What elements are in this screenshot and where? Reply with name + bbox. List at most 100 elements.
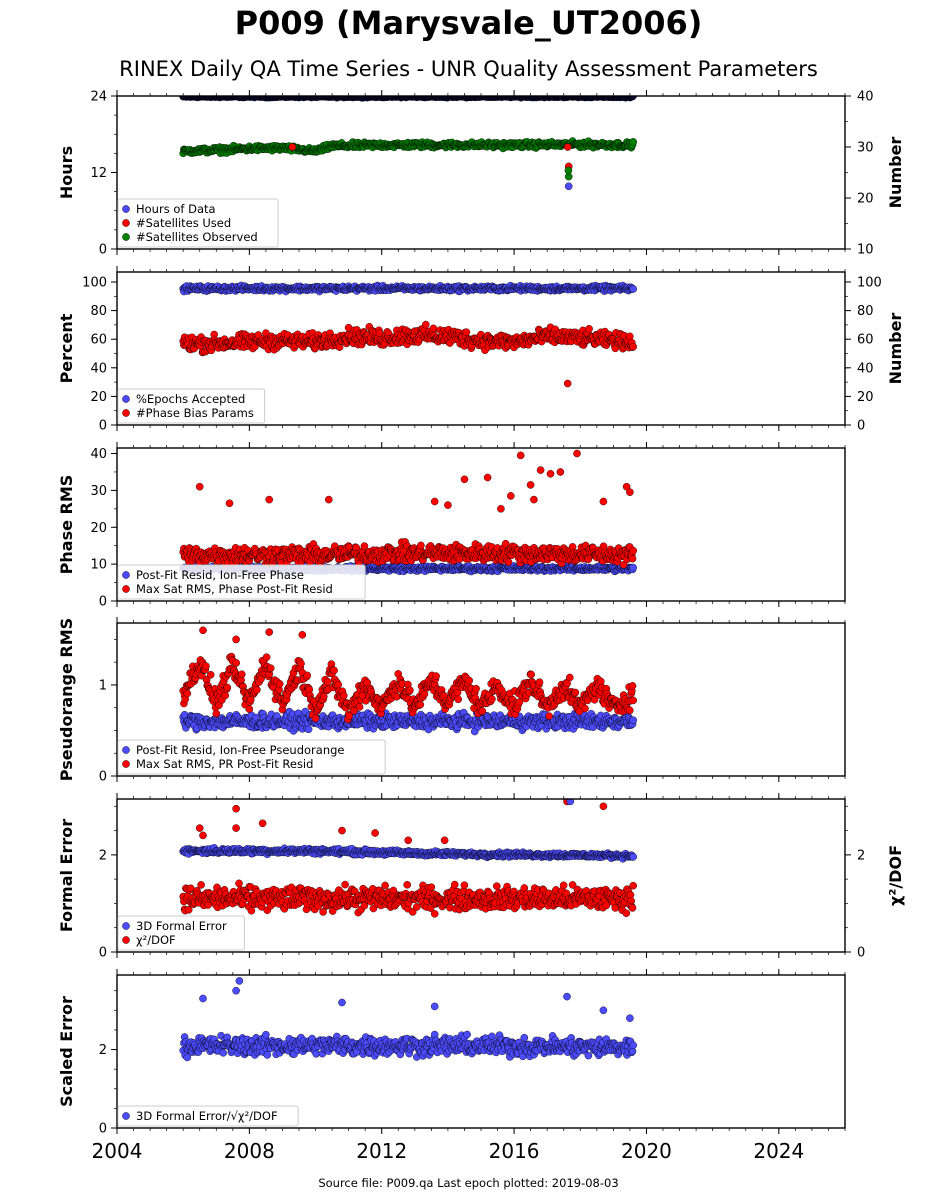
data-point [629, 96, 637, 100]
y-tick-label: 30 [90, 484, 107, 499]
data-point [304, 725, 313, 734]
panel-phase: 0 10 20 30 40 Phase RMS Post-Fit Resid, Ion-Fr… [57, 442, 846, 610]
y2-axis-label: Number [886, 137, 905, 209]
data-point [497, 504, 505, 513]
data-point [530, 495, 538, 504]
data-point [629, 138, 638, 146]
legend-label: Post-Fit Resid, Ion-Free Phase [136, 568, 304, 582]
data-point [225, 499, 234, 508]
y-tick-label: 60 [90, 333, 107, 348]
series-hours-4 [564, 182, 573, 191]
legend-percent: %Epochs Accepted#Phase Bias Params [117, 388, 266, 424]
y-tick-label: 80 [90, 304, 107, 319]
y-tick-label: 10 [90, 558, 107, 573]
page-title: P009 (Marysvale_UT2006) [234, 4, 703, 42]
plot-area-hours [179, 96, 638, 191]
data-point [526, 481, 535, 489]
y2-tick-label: 100 [857, 276, 882, 291]
data-point [360, 542, 369, 550]
y-tick-label: 0 [99, 419, 107, 434]
legend-label: %Epochs Accepted [136, 392, 245, 406]
data-point [430, 497, 439, 506]
y-tick-label: 40 [90, 361, 107, 376]
data-point [626, 488, 634, 497]
y-tick-label: 12 [90, 166, 107, 181]
y-axis-label: Phase RMS [57, 475, 76, 575]
data-point [195, 482, 204, 491]
legend-hours: Hours of Data#Satellites Used#Satellites… [117, 198, 279, 248]
data-point [506, 492, 515, 500]
data-point [629, 285, 638, 293]
data-point [483, 473, 492, 482]
data-point [556, 468, 565, 476]
data-point [563, 379, 572, 388]
y2-tick-label: 80 [857, 304, 874, 319]
series-hours-3 [564, 166, 573, 181]
legend-label: #Phase Bias Params [136, 406, 254, 420]
y2-tick-label: 40 [857, 90, 874, 105]
series-hours-1 [179, 137, 638, 158]
data-point [629, 563, 638, 572]
y2-tick-label: 60 [857, 333, 874, 348]
page-subtitle: RINEX Daily QA Time Series - UNR Quality… [119, 57, 818, 81]
y2-tick-label: 40 [857, 361, 874, 376]
legend-box [117, 198, 279, 248]
y-tick-label: 20 [90, 390, 107, 405]
y-axis-label: Percent [57, 313, 76, 383]
legend-label: Hours of Data [136, 202, 216, 216]
legend-label: Max Sat RMS, Phase Post-Fit Resid [136, 582, 333, 596]
legend-marker [122, 585, 130, 593]
legend-marker [122, 219, 130, 227]
data-point [564, 166, 573, 175]
y2-axis-label: Number [886, 313, 905, 385]
y2-tick-label: 30 [857, 141, 874, 156]
series-percent-2 [563, 379, 572, 388]
plot-area-phase [179, 449, 638, 576]
data-point [429, 324, 438, 333]
legend-marker [122, 233, 130, 241]
legend-marker [122, 409, 130, 417]
plot-area-percent [179, 281, 638, 388]
data-point [516, 451, 525, 460]
data-point [417, 541, 425, 550]
series-phase-2 [195, 449, 634, 513]
y2-tick-label: 20 [857, 390, 874, 405]
plot-area-pseudorange [179, 626, 638, 736]
data-point [628, 554, 637, 563]
y2-tick-label: 20 [857, 192, 874, 207]
y-tick-label: 24 [90, 90, 107, 105]
data-point [504, 558, 513, 566]
data-point [546, 469, 555, 478]
data-point [573, 449, 581, 458]
series-hours-2 [288, 143, 573, 171]
data-point [564, 182, 573, 191]
data-point [444, 501, 452, 509]
legend-marker [122, 205, 130, 213]
y-tick-label: 0 [99, 595, 107, 610]
y-tick-label: 20 [90, 521, 107, 536]
data-point [460, 475, 469, 484]
data-point [585, 324, 593, 333]
data-point [629, 342, 638, 351]
data-point [501, 539, 510, 548]
data-point [599, 497, 608, 506]
y-tick-label: 0 [99, 243, 107, 258]
data-point [421, 320, 430, 329]
data-point [536, 466, 545, 474]
legend-box [117, 388, 266, 424]
data-point [462, 328, 471, 337]
data-point [265, 495, 274, 504]
data-point [568, 543, 577, 551]
series-percent-0 [179, 281, 638, 296]
data-point [626, 332, 634, 341]
y-tick-label: 40 [90, 447, 107, 462]
y2-tick-label: 0 [857, 419, 865, 434]
series-percent-1 [179, 320, 638, 357]
legend-marker [122, 395, 130, 403]
legend-marker [122, 571, 130, 579]
data-point [288, 143, 297, 151]
